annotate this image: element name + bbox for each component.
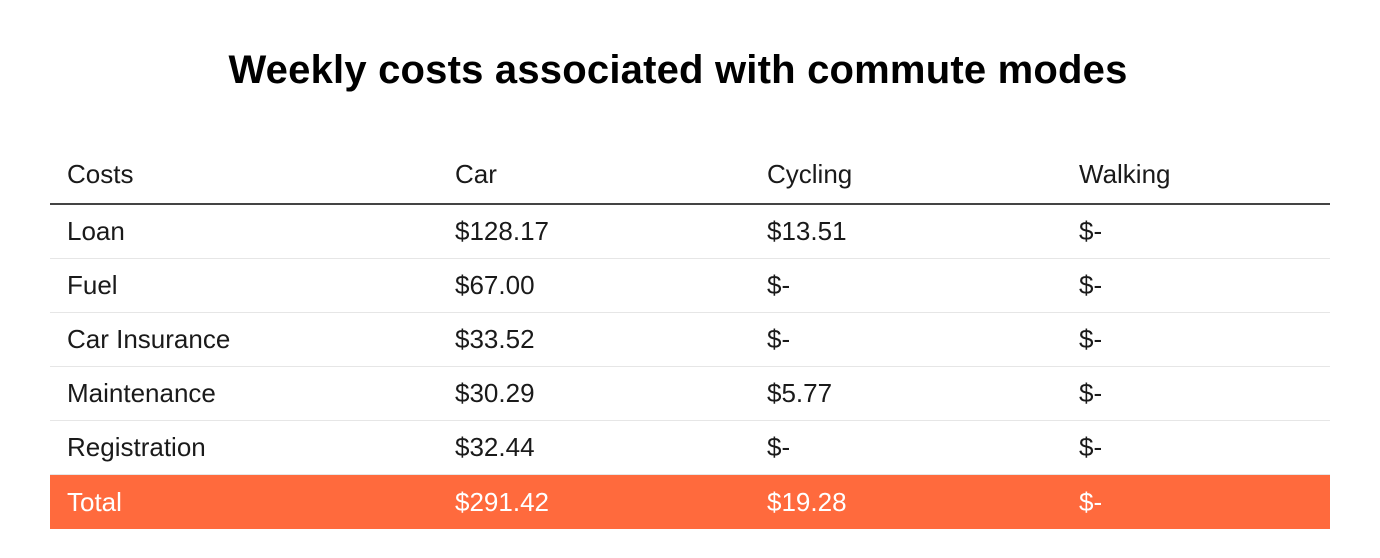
table-cell: Car Insurance	[67, 324, 231, 354]
table-row: Fuel $67.00 $- $-	[50, 259, 1330, 313]
table-row: Maintenance $30.29 $5.77 $-	[50, 367, 1330, 421]
cost-table: Costs Car Cycling Walking Loan $128.17 $…	[50, 146, 1330, 529]
table-total-row: Total $291.42 $19.28 $-	[50, 475, 1330, 529]
table-cell: $32.44	[455, 432, 535, 462]
column-header: Cycling	[767, 159, 853, 189]
table-cell: Loan	[67, 216, 125, 246]
table-cell: $33.52	[455, 324, 535, 354]
table-cell: Maintenance	[67, 378, 216, 408]
table-cell: $-	[1079, 324, 1103, 354]
total-cell: Total	[67, 486, 122, 517]
column-header: Costs	[67, 159, 134, 189]
table-cell: $-	[1079, 432, 1103, 462]
column-header: Walking	[1079, 159, 1171, 189]
table-cell: $-	[767, 324, 791, 354]
table-header-row: Costs Car Cycling Walking	[50, 146, 1330, 205]
table-cell: $67.00	[455, 270, 535, 300]
column-header: Car	[455, 159, 497, 189]
table-cell: $128.17	[455, 216, 549, 246]
table-cell: $-	[1079, 270, 1103, 300]
total-cell: $291.42	[455, 486, 549, 517]
table-cell: $30.29	[455, 378, 535, 408]
total-cell: $19.28	[767, 486, 847, 517]
table-row: Car Insurance $33.52 $- $-	[50, 313, 1330, 367]
table-cell: $13.51	[767, 216, 847, 246]
table-cell: Fuel	[67, 270, 118, 300]
table-row: Registration $32.44 $- $-	[50, 421, 1330, 475]
table-cell: $-	[767, 270, 791, 300]
chart-title: Weekly costs associated with commute mod…	[228, 48, 1128, 92]
table-cell: $-	[1079, 378, 1103, 408]
table-cell: Registration	[67, 432, 206, 462]
total-cell: $-	[1079, 486, 1103, 517]
table-cell: $-	[767, 432, 791, 462]
table-cell: $-	[1079, 216, 1103, 246]
table-row: Loan $128.17 $13.51 $-	[50, 205, 1330, 259]
table-cell: $5.77	[767, 378, 833, 408]
